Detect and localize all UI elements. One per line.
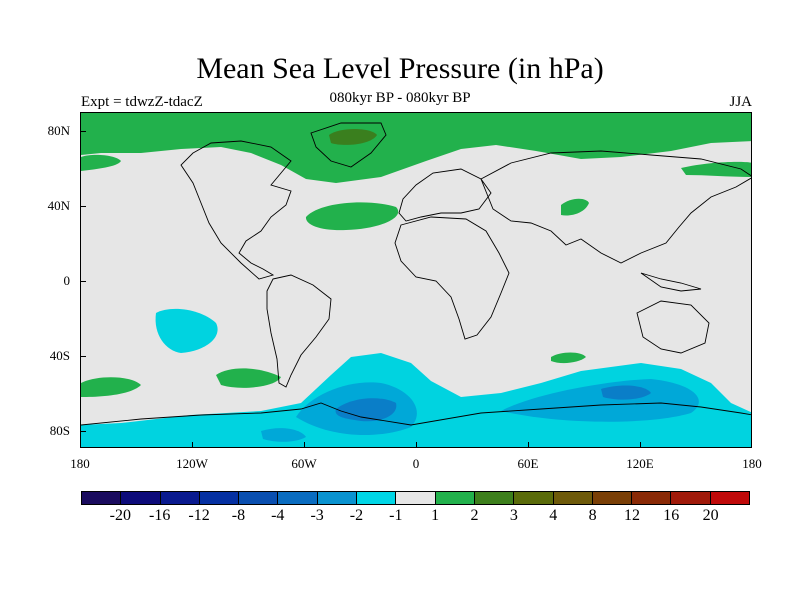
lon-label-0: 0 <box>412 456 420 471</box>
colorbar-label: -4 <box>271 507 285 524</box>
south-pacific-low-mid <box>261 428 306 442</box>
colorbar-box-3 <box>199 492 240 504</box>
coast-europe <box>398 168 492 222</box>
lon-label-60w: 60W <box>291 456 317 471</box>
colorbar-box-13 <box>592 492 633 504</box>
lon-tick <box>80 442 81 448</box>
coast-australia <box>636 300 710 354</box>
colorbar-label: 12 <box>623 507 640 524</box>
lon-tick <box>192 442 193 448</box>
south-pacific-patch <box>81 377 141 397</box>
coast-africa <box>394 216 510 340</box>
colorbar-box-14 <box>632 492 672 504</box>
indian-ocean-low-mid <box>501 379 699 422</box>
colorbar-label: -2 <box>349 507 364 524</box>
colorbar-label: 1 <box>431 507 440 524</box>
lon-tick <box>304 442 305 448</box>
atlantic-low-core <box>335 398 397 422</box>
map-plot-area <box>80 112 752 448</box>
lat-tick <box>80 356 86 357</box>
north-atlantic-patch <box>305 202 399 231</box>
colorbar <box>81 491 750 505</box>
east-asia-patch <box>561 198 589 216</box>
indian-ocean-low-core <box>601 385 651 400</box>
colorbar-box-15 <box>671 492 711 504</box>
colorbar-box-0 <box>82 492 122 504</box>
indian-ocean-patch <box>551 352 586 364</box>
greenland-high-core <box>329 129 377 145</box>
lat-label-80n: 80N <box>47 123 70 138</box>
lat-label-0: 0 <box>63 273 71 288</box>
colorbar-box-11 <box>514 492 554 504</box>
coast-north-america <box>180 140 292 280</box>
colorbar-label: -16 <box>149 507 171 524</box>
colorbar-box-10 <box>474 492 515 504</box>
lon-tick <box>528 442 529 448</box>
coastlines <box>81 122 751 426</box>
colorbar-label: -20 <box>109 507 131 524</box>
colorbar-label: 3 <box>509 507 518 524</box>
arctic-high-band <box>81 113 751 183</box>
colorbar-box-2 <box>160 492 200 504</box>
southeast-pacific-patch <box>216 368 281 388</box>
lon-tick <box>416 442 417 448</box>
lon-label-120e: 120E <box>626 456 654 471</box>
siberia-high-patch <box>681 161 751 177</box>
lon-label-120w: 120W <box>176 456 208 471</box>
coast-antarctica <box>81 402 751 426</box>
negative-anomaly-regions <box>81 308 751 447</box>
lat-tick <box>80 431 86 432</box>
lat-tick <box>80 281 86 282</box>
colorbar-label: 4 <box>549 507 558 524</box>
colorbar-label: -1 <box>389 507 403 524</box>
lat-label-40s: 40S <box>49 348 70 363</box>
colorbar-label: 2 <box>470 507 479 524</box>
colorbar-label: 16 <box>663 507 680 524</box>
positive-anomaly-regions <box>81 113 751 397</box>
colorbar-box-5 <box>278 492 318 504</box>
lat-tick <box>80 131 86 132</box>
lat-label-80s: 80S <box>49 423 70 438</box>
lat-tick <box>80 206 86 207</box>
lon-label-180e: 180 <box>742 456 762 471</box>
pressure-map <box>81 113 751 447</box>
colorbar-box-8 <box>396 492 436 504</box>
colorbar-box-6 <box>317 492 358 504</box>
colorbar-label: -8 <box>231 507 246 524</box>
lat-label-40n: 40N <box>47 198 70 213</box>
coast-asia <box>480 150 751 264</box>
lon-label-180w: 180 <box>70 456 90 471</box>
colorbar-box-12 <box>553 492 593 504</box>
lon-label-60e: 60E <box>517 456 539 471</box>
coast-south-america <box>266 274 332 388</box>
colorbar-box-16 <box>710 492 750 504</box>
colorbar-box-4 <box>239 492 279 504</box>
west-pacific-patch <box>81 154 121 171</box>
lon-tick <box>751 442 752 448</box>
colorbar-label: 8 <box>588 507 597 524</box>
colorbar-box-7 <box>357 492 397 504</box>
colorbar-label: 20 <box>702 507 719 524</box>
colorbar-box-9 <box>435 492 475 504</box>
colorbar-label: -3 <box>310 507 324 524</box>
southern-ocean-low <box>81 353 751 447</box>
chart-subtitle: 080kyr BP - 080kyr BP <box>329 90 471 106</box>
coast-indonesia <box>640 272 702 292</box>
chart-title: Mean Sea Level Pressure (in hPa) <box>196 52 604 85</box>
colorbar-label: -12 <box>188 507 210 524</box>
coast-greenland <box>310 122 387 168</box>
colorbar-box-1 <box>121 492 161 504</box>
experiment-label: Expt = tdwzZ-tdacZ <box>81 94 203 110</box>
season-label: JJA <box>729 94 752 110</box>
south-pacific-low <box>155 308 218 353</box>
lon-tick <box>640 442 641 448</box>
